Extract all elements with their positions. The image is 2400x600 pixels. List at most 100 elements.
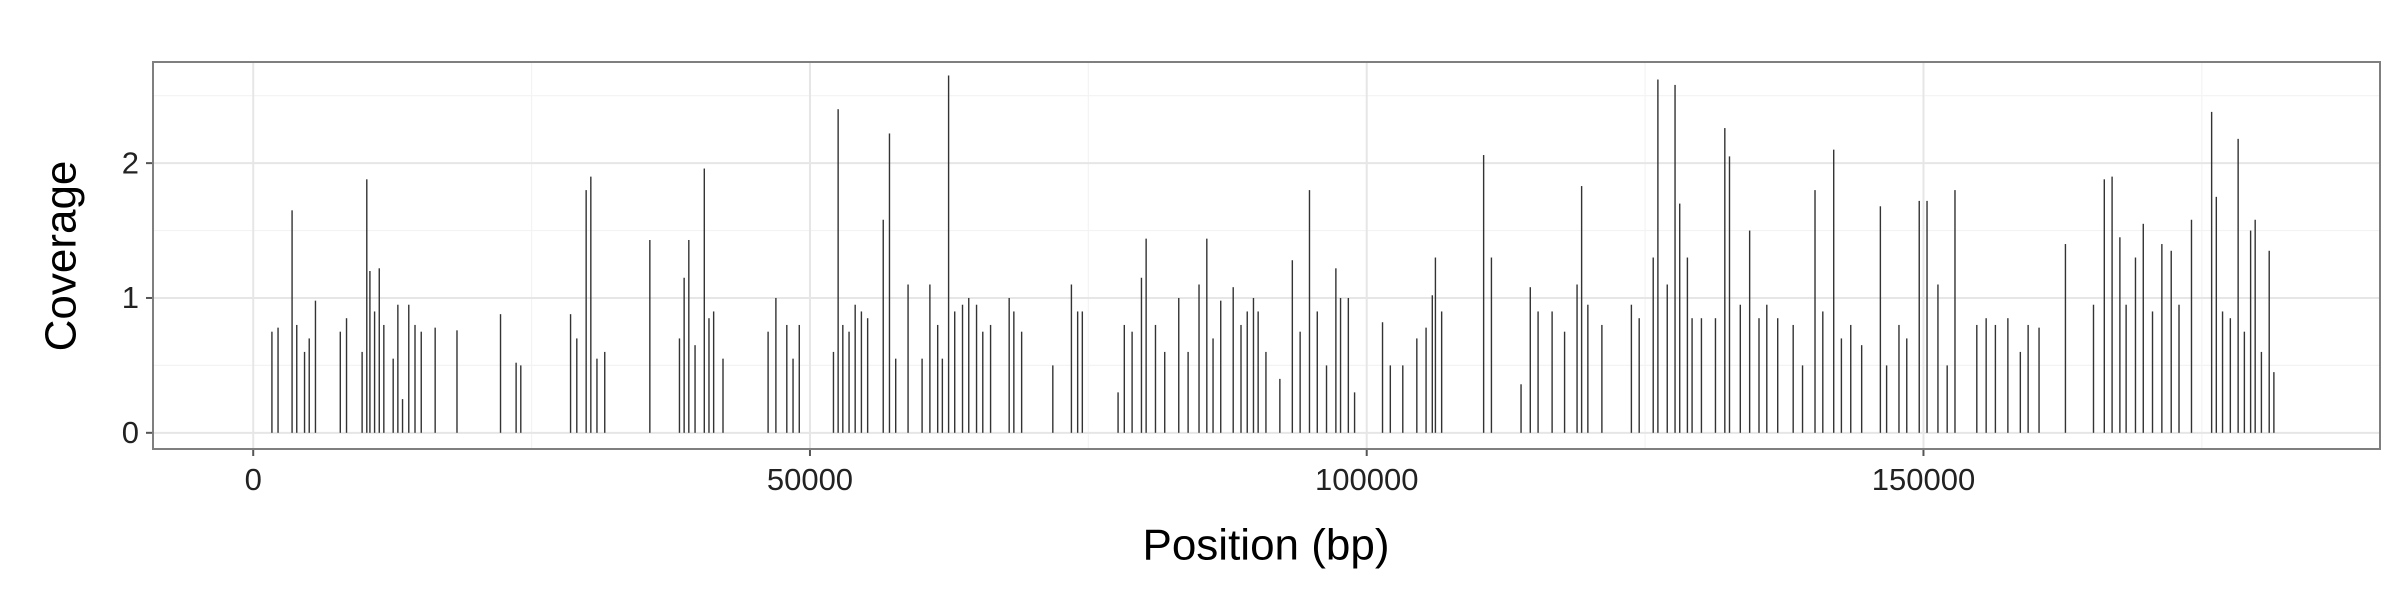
bar <box>2019 351 2022 433</box>
bar <box>1691 318 1693 433</box>
bar <box>1529 287 1531 433</box>
bar <box>767 331 769 433</box>
bar <box>1178 297 1180 433</box>
bar <box>775 297 777 433</box>
x-tick-label: 150000 <box>1872 462 1975 497</box>
bar <box>1918 200 1920 433</box>
bar <box>1299 331 1301 433</box>
bar <box>408 304 410 433</box>
bar <box>842 324 844 433</box>
bar <box>2134 257 2137 433</box>
bar <box>1265 351 1267 433</box>
bar <box>420 331 422 433</box>
bar <box>1198 284 1200 433</box>
bar <box>1325 365 1328 433</box>
bar <box>345 318 348 433</box>
bar <box>2119 237 2121 433</box>
x-tick-label: 50000 <box>767 462 853 497</box>
bar <box>1906 338 1908 433</box>
bar <box>1580 186 1583 433</box>
bar <box>1814 190 1816 433</box>
bar <box>1070 284 1073 433</box>
bar <box>1389 365 1392 433</box>
bar <box>1700 318 1703 433</box>
bar <box>1792 324 1794 433</box>
bar <box>1840 338 1843 433</box>
bar <box>1140 277 1143 433</box>
bar <box>1994 324 1997 433</box>
bar <box>1758 318 1760 433</box>
bar <box>604 351 606 433</box>
bar <box>596 358 598 433</box>
bar <box>2170 250 2172 433</box>
bar <box>895 358 897 433</box>
bar <box>1131 331 1133 433</box>
bar <box>1279 378 1281 433</box>
bar <box>1777 318 1779 433</box>
bar <box>708 318 710 433</box>
bar <box>1402 365 1404 433</box>
y-axis-title: Coverage <box>37 161 86 352</box>
bar <box>366 179 368 433</box>
bar <box>688 239 690 433</box>
bar <box>2210 111 2213 433</box>
panel-border <box>152 61 2381 450</box>
bar <box>2190 219 2193 433</box>
bar <box>1081 311 1084 433</box>
bar <box>1679 203 1681 433</box>
bar <box>383 324 385 433</box>
bar <box>585 190 587 433</box>
x-tick-label: 0 <box>245 462 262 497</box>
bar <box>1123 324 1126 433</box>
bar <box>1008 297 1010 433</box>
bar <box>2243 331 2246 433</box>
bar <box>854 304 856 433</box>
bar <box>1601 324 1603 433</box>
bar <box>2215 196 2218 433</box>
bar <box>1850 324 1852 433</box>
bar <box>975 304 978 433</box>
bar <box>2142 223 2144 433</box>
bar <box>1187 351 1189 433</box>
bar <box>314 300 317 433</box>
bar <box>866 318 869 433</box>
bar <box>2229 318 2232 433</box>
bar <box>1212 338 1214 433</box>
bar <box>569 314 572 433</box>
bar <box>277 327 279 433</box>
bar <box>2038 327 2040 433</box>
bar <box>2268 250 2270 433</box>
bar <box>361 351 363 433</box>
bar <box>1490 257 1493 433</box>
bar <box>832 351 835 433</box>
bar <box>296 324 298 433</box>
bar <box>792 358 794 433</box>
bar <box>1434 257 1437 433</box>
bar <box>2237 138 2239 433</box>
bar <box>936 324 939 433</box>
bar <box>1879 206 1882 433</box>
bar <box>339 331 341 433</box>
bar <box>1416 338 1418 433</box>
bar <box>1885 365 1888 433</box>
bar <box>373 311 376 433</box>
bar <box>2111 176 2113 433</box>
bar <box>1587 304 1589 433</box>
bar <box>590 176 592 433</box>
bar <box>1164 351 1166 433</box>
bar <box>2125 304 2127 433</box>
bar <box>308 338 310 433</box>
bar <box>1339 297 1342 433</box>
bar <box>1638 318 1640 433</box>
bar <box>1937 284 1939 433</box>
bar <box>1714 318 1717 433</box>
bar <box>1551 311 1553 433</box>
bar <box>712 311 715 433</box>
bar <box>520 365 522 433</box>
bar <box>786 324 788 433</box>
bar <box>1252 297 1255 433</box>
bar <box>1766 304 1768 433</box>
bar <box>2151 311 2154 433</box>
bar <box>271 331 273 433</box>
